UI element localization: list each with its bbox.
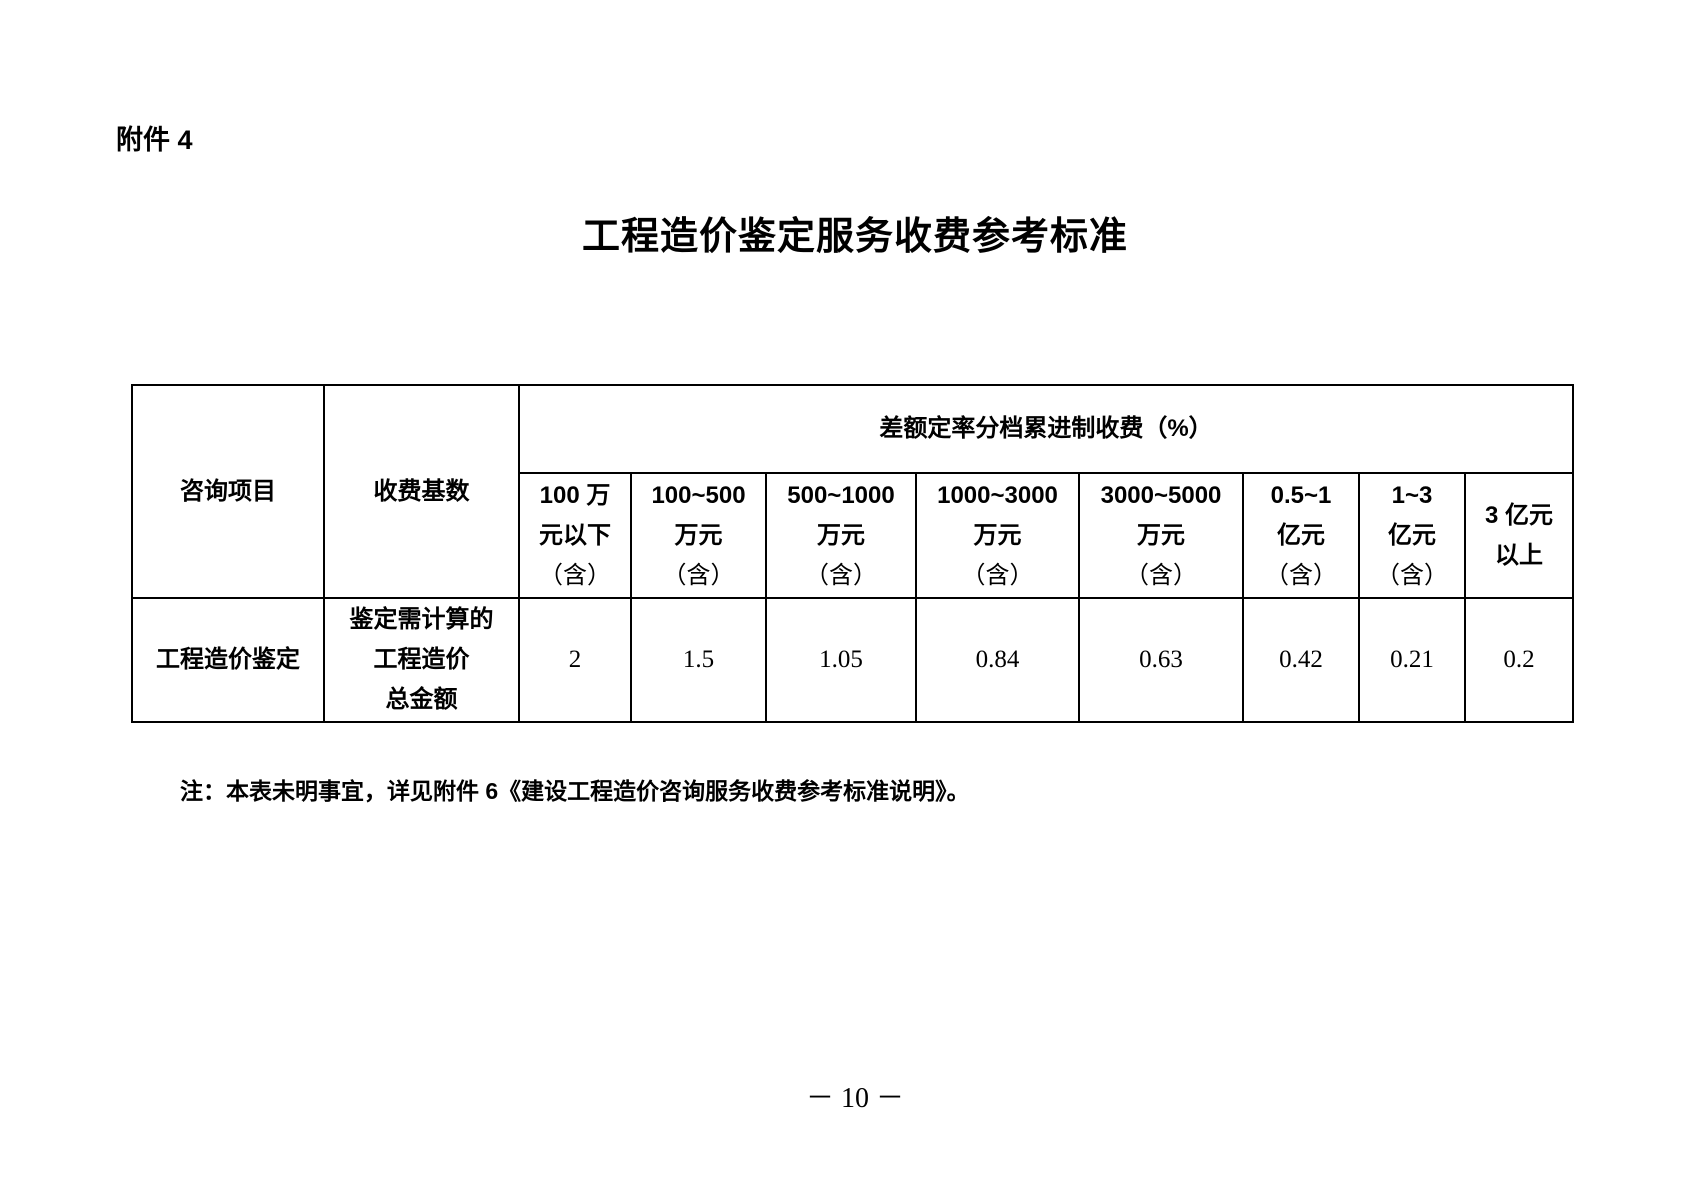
tier-line: 1~3 bbox=[1391, 481, 1433, 509]
tier-line: （含） bbox=[1265, 561, 1337, 589]
tier-line: 500~1000 bbox=[787, 481, 895, 509]
cell-rate: 2 bbox=[518, 597, 632, 723]
tier-line: （含） bbox=[805, 561, 877, 589]
table-row: 工程造价鉴定 鉴定需计算的 工程造价 总金额 2 1.5 1.05 0.84 0… bbox=[131, 597, 1574, 723]
table-note: 注：本表未明事宜，详见附件 6《建设工程造价咨询服务收费参考标准说明》。 bbox=[180, 778, 970, 804]
cell-rate: 1.05 bbox=[765, 597, 917, 723]
cell-item: 工程造价鉴定 bbox=[131, 597, 325, 723]
tier-line: 元以下 bbox=[539, 521, 611, 549]
header-tier: 100~500 万元 （含） bbox=[630, 472, 767, 599]
tier-line: 100 万 bbox=[539, 481, 611, 509]
cell-rate: 1.5 bbox=[630, 597, 767, 723]
cell-rate: 0.2 bbox=[1464, 597, 1574, 723]
tier-line: 万元 bbox=[973, 521, 1022, 549]
page-number: － 10 － bbox=[805, 1083, 904, 1114]
fee-standard-table: 咨询项目 收费基数 差额定率分档累进制收费（%） 100 万元以下 （含） 100~… bbox=[131, 384, 1574, 723]
tier-line: 万元 bbox=[817, 521, 865, 549]
tier-line: 100~500 bbox=[651, 481, 746, 509]
header-group: 差额定率分档累进制收费（%） bbox=[518, 384, 1574, 474]
tier-line: （含） bbox=[1125, 561, 1197, 589]
tier-line: （含） bbox=[1376, 561, 1448, 589]
header-base: 收费基数 bbox=[323, 384, 520, 599]
tier-line: （含） bbox=[662, 561, 735, 589]
header-tier: 500~1000 万元 （含） bbox=[765, 472, 917, 599]
tier-line: 以上 bbox=[1495, 541, 1543, 569]
header-tier: 3000~5000 万元 （含） bbox=[1078, 472, 1244, 599]
header-item: 咨询项目 bbox=[131, 384, 325, 599]
header-tier: 1~3 亿元 （含） bbox=[1358, 472, 1466, 599]
tier-line: 亿元 bbox=[1277, 521, 1325, 549]
document-title: 工程造价鉴定服务收费参考标准 bbox=[581, 216, 1128, 258]
header-tier: 1000~3000 万元 （含） bbox=[915, 472, 1080, 599]
tier-line: （含） bbox=[961, 561, 1034, 589]
tier-line: 万元 bbox=[1137, 521, 1185, 549]
tier-line: 0.5~1 bbox=[1270, 481, 1332, 509]
cell-rate: 0.84 bbox=[915, 597, 1080, 723]
header-tier: 0.5~1 亿元 （含） bbox=[1242, 472, 1360, 599]
tier-line: （含） bbox=[539, 561, 611, 589]
tier-line: 亿元 bbox=[1388, 521, 1436, 549]
cell-rate: 0.63 bbox=[1078, 597, 1244, 723]
header-tier: 100 万元以下 （含） bbox=[518, 472, 632, 599]
tier-line: 3 亿元 bbox=[1484, 501, 1553, 529]
base-line: 鉴定需计算的 bbox=[349, 606, 494, 633]
base-line: 总金额 bbox=[385, 686, 458, 713]
tier-line: 1000~3000 bbox=[937, 481, 1058, 509]
cell-base: 鉴定需计算的 工程造价 总金额 bbox=[323, 597, 520, 723]
tier-line: 3000~5000 bbox=[1100, 481, 1222, 509]
attachment-label: 附件 4 bbox=[116, 125, 193, 155]
cell-rate: 0.42 bbox=[1242, 597, 1360, 723]
header-tier: 3 亿元以上 bbox=[1464, 472, 1574, 599]
tier-line: 万元 bbox=[674, 521, 723, 549]
cell-rate: 0.21 bbox=[1358, 597, 1466, 723]
base-line: 工程造价 bbox=[373, 646, 470, 673]
